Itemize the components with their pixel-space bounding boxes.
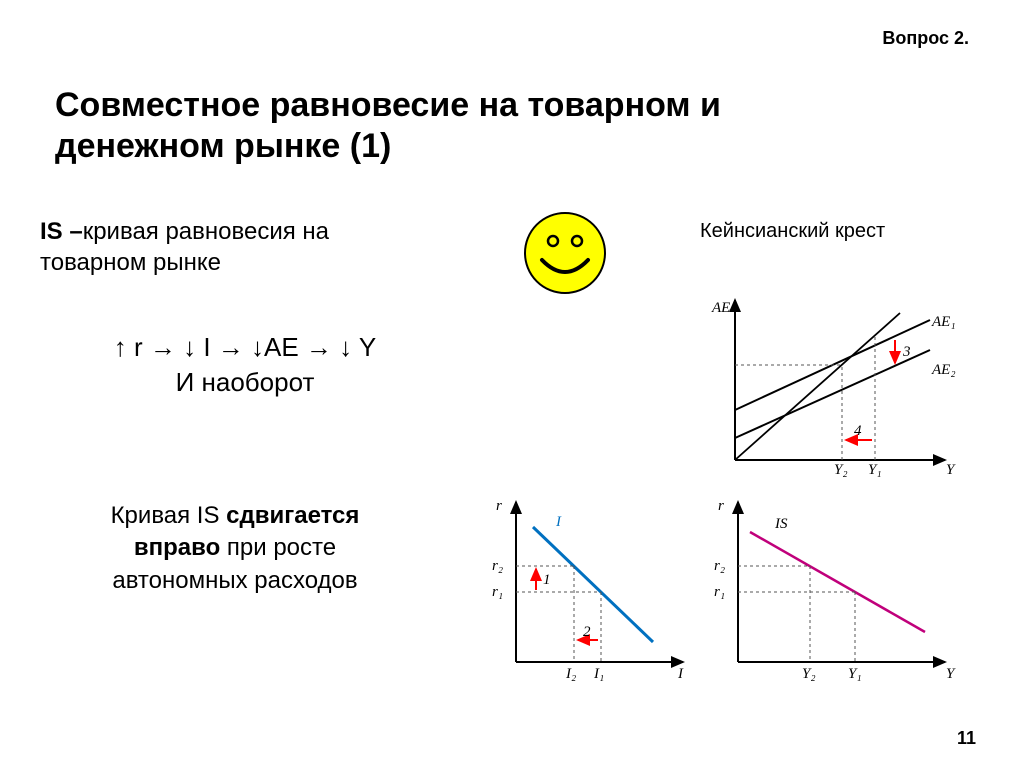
is-xtick1: Y₁	[848, 666, 862, 682]
is-ytick1: r₁	[714, 584, 725, 600]
ae-xtick1: Y₁	[868, 462, 882, 478]
is-line-label: IS	[774, 516, 788, 532]
smiley-icon	[520, 208, 610, 303]
is-def-rest: кривая равновесия на товарном рынке	[40, 218, 329, 276]
i-arrow2: 2	[583, 624, 591, 640]
i-arrow1: 1	[543, 572, 551, 588]
shift-l1: Кривая IS	[111, 502, 220, 529]
keynes-cross-label: Кейнсианский крест	[700, 218, 885, 244]
i-xtick0: I₂	[565, 666, 576, 682]
is-ytick0: r₂	[714, 558, 725, 574]
is-xlabel: Y	[946, 666, 956, 682]
chain-line2: И наоборот	[85, 365, 405, 400]
shift-text: Кривая IS сдвигается вправо при росте ав…	[95, 500, 375, 597]
ae2-label: AE₂	[931, 362, 956, 378]
chart-keynesian-cross: AE Y AE₁ AE₂ 3 4 Y₂ Y₁	[700, 290, 960, 487]
page-title: Совместное равновесие на товарном и дене…	[55, 85, 835, 167]
is-definition: IS –кривая равновесия на товарном рынке	[40, 216, 415, 278]
chain-line1: ↑ r → ↓ I → ↓AE → ↓ Y	[85, 330, 405, 365]
chart-is-curve: r Y IS r₂ r₁ Y₂ Y₁	[700, 492, 960, 692]
is-xtick0: Y₂	[802, 666, 816, 682]
ae-xtick0: Y₂	[834, 462, 848, 478]
i-line-label: I	[555, 514, 562, 530]
i-ytick1: r₁	[492, 584, 503, 600]
i-xlabel: I	[677, 666, 684, 682]
i-xtick1: I₁	[593, 666, 604, 682]
ae-xlabel: Y	[946, 462, 956, 478]
ae-arrow4: 4	[854, 423, 862, 439]
i-ytick0: r₂	[492, 558, 503, 574]
page-number: 11	[957, 728, 976, 749]
ae1-label: AE₁	[931, 314, 956, 330]
ae-arrow3: 3	[902, 344, 911, 360]
chart-investment: r I I 1 2 r₂ r₁ I₂ I₁	[478, 492, 693, 692]
i-ylabel: r	[496, 498, 502, 514]
header-note: Вопрос 2.	[882, 28, 969, 49]
causal-chain: ↑ r → ↓ I → ↓AE → ↓ Y И наоборот	[85, 330, 405, 400]
ae-ylabel: AE	[711, 300, 730, 316]
is-def-bold: IS –	[40, 218, 83, 245]
is-ylabel: r	[718, 498, 724, 514]
